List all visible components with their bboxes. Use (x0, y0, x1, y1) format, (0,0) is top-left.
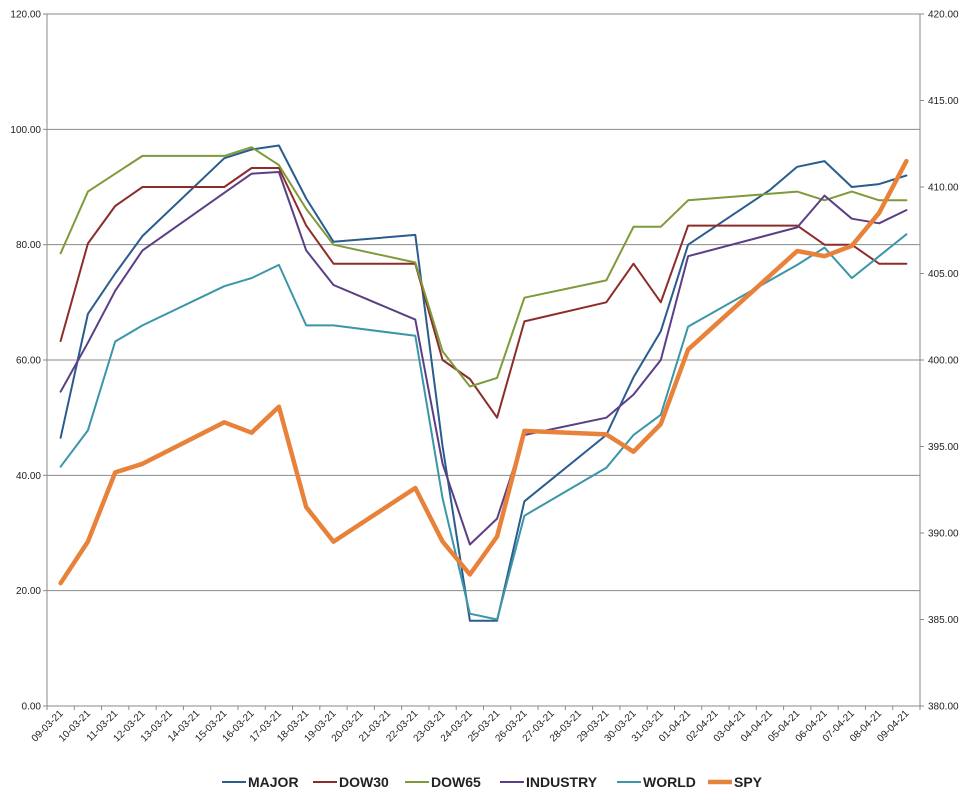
series-line-dow65 (59, 146, 908, 388)
y-left-tick-label: 60.00 (16, 356, 41, 367)
series-lines (58, 144, 909, 622)
legend-label-spy: SPY (734, 774, 763, 790)
legend-label-industry: INDUSTRY (526, 774, 598, 790)
series-line-major (59, 144, 908, 622)
y-right-tick-label: 415.00 (928, 96, 959, 107)
y-right-tick-label: 405.00 (928, 269, 959, 280)
y-left-tick-label: 20.00 (16, 586, 41, 597)
y-right-tick-label: 395.00 (928, 442, 959, 453)
y-left-tick-label: 40.00 (16, 471, 41, 482)
legend-label-world: WORLD (643, 774, 696, 790)
y-right-tick-label: 380.00 (928, 702, 959, 713)
legend-label-dow65: DOW65 (431, 774, 481, 790)
y-left-tick-label: 120.00 (10, 10, 41, 21)
series-line-world (59, 233, 908, 621)
gridlines (47, 13, 920, 707)
y-right-tick-label: 420.00 (928, 10, 959, 21)
y-right-tick-label: 410.00 (928, 183, 959, 194)
series-line-spy (58, 158, 909, 586)
y-left-tick-label: 0.00 (22, 702, 42, 713)
legend: MAJOR DOW30 DOW65 INDUSTRY WORLD SPY (222, 774, 763, 790)
series-line-industry (59, 171, 908, 546)
y-left-tick-label: 100.00 (10, 125, 41, 136)
legend-label-major: MAJOR (248, 774, 299, 790)
y-right-tick-label: 385.00 (928, 615, 959, 626)
y-left-tick-label: 80.00 (16, 240, 41, 251)
y-right-tick-label: 390.00 (928, 529, 959, 540)
y-right-tick-label: 400.00 (928, 356, 959, 367)
series-line-dow30 (59, 167, 908, 419)
legend-label-dow30: DOW30 (339, 774, 389, 790)
